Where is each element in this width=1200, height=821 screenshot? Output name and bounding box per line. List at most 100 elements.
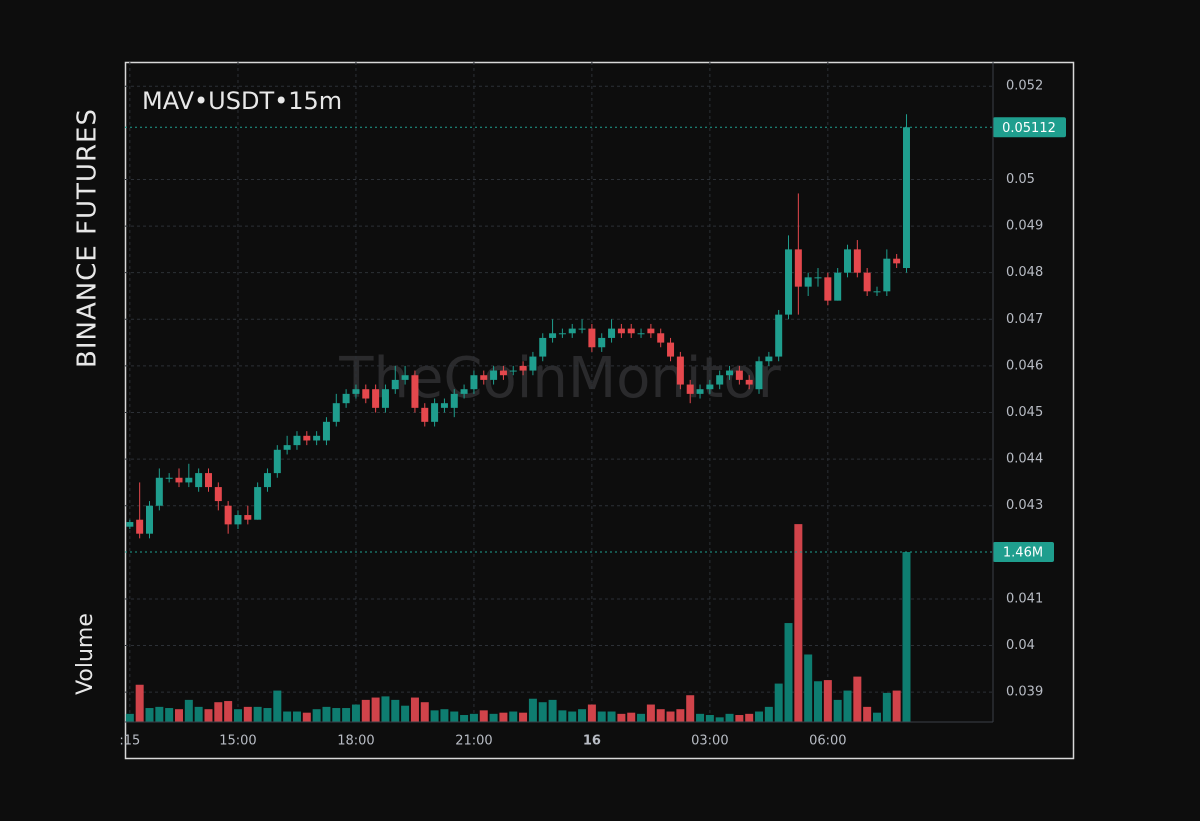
- candle-body: [667, 342, 675, 357]
- candle-body: [509, 370, 517, 372]
- candle-body: [834, 272, 842, 301]
- chart-title: MAV•USDT•15m: [142, 87, 342, 115]
- volume-bar: [125, 713, 134, 722]
- volume-bar: [696, 713, 705, 722]
- volume-bar: [410, 697, 419, 722]
- volume-bar: [381, 696, 390, 722]
- volume-bar: [214, 702, 223, 722]
- candle-body: [726, 370, 734, 376]
- volume-bar: [705, 715, 714, 722]
- volume-bar: [843, 690, 852, 722]
- chart-frame: [124, 61, 1075, 760]
- volume-bar: [184, 699, 193, 722]
- candle-body: [706, 384, 714, 390]
- volume-bar: [361, 699, 370, 722]
- candle-body: [794, 249, 802, 287]
- candle-body: [460, 389, 468, 394]
- candle-body: [381, 389, 389, 408]
- candle-body: [844, 249, 852, 273]
- volume-bar: [292, 711, 301, 722]
- volume-bar: [204, 709, 213, 722]
- candle-body: [863, 272, 871, 292]
- candle-body: [342, 393, 350, 404]
- candle-body: [126, 522, 134, 527]
- candle-body: [647, 328, 655, 334]
- candle-body: [686, 384, 694, 394]
- candle-body: [627, 328, 635, 334]
- volume-bar: [391, 699, 400, 722]
- x-tick-label: 15:00: [219, 734, 256, 749]
- candle-body: [244, 515, 252, 520]
- volume-bar: [872, 712, 881, 722]
- volume-bar: [165, 708, 174, 722]
- volume-bar: [450, 711, 459, 722]
- volume-bar: [430, 710, 439, 722]
- y-tick-label: 0.041: [1006, 591, 1043, 606]
- candle-body: [755, 361, 763, 390]
- y-tick-label: 0.048: [1006, 265, 1043, 280]
- price-label-box: [993, 117, 1066, 138]
- volume-bar: [401, 705, 410, 722]
- volume-bar: [578, 709, 587, 722]
- candle-body: [765, 356, 773, 362]
- candle-body: [313, 435, 321, 441]
- candle-body: [657, 333, 665, 343]
- y-tick-label: 0.049: [1006, 219, 1043, 234]
- volume-bar: [528, 698, 537, 722]
- volume-bar: [332, 708, 341, 722]
- y-tick-label: 0.052: [1006, 79, 1043, 94]
- candle-body: [617, 328, 625, 334]
- candle-body: [352, 389, 360, 394]
- volume-bar: [587, 704, 596, 722]
- candle-body: [470, 375, 478, 390]
- volume-bar: [892, 690, 901, 722]
- volume-bar: [764, 706, 773, 722]
- candle-body: [558, 333, 566, 335]
- volume-bar: [666, 711, 675, 722]
- volume-bar: [312, 709, 321, 722]
- volume-bar: [342, 708, 351, 722]
- volume-bar: [371, 697, 380, 722]
- candle-body: [490, 370, 498, 380]
- candle-body: [421, 407, 429, 422]
- candle-body: [303, 435, 311, 441]
- candle-body: [175, 477, 183, 483]
- volume-bar: [302, 712, 311, 722]
- candle-body: [568, 328, 576, 334]
- volume-bar: [686, 695, 695, 722]
- candle-body: [519, 365, 527, 371]
- volume-bar: [627, 712, 636, 722]
- candle-body: [401, 375, 409, 380]
- candle-body: [499, 370, 507, 376]
- volume-label-box: [993, 542, 1054, 563]
- candle-body: [431, 403, 439, 422]
- candle-body: [362, 389, 370, 399]
- volume-bar: [656, 709, 665, 722]
- candle-body: [902, 127, 910, 269]
- candle-body: [716, 375, 724, 385]
- candle-body: [224, 505, 232, 525]
- volume-bar: [135, 684, 144, 722]
- candle-body: [893, 258, 901, 264]
- candle-body: [637, 333, 645, 335]
- volume-label: Volume: [73, 613, 98, 695]
- volume-bar: [568, 711, 577, 722]
- volume-bar: [833, 699, 842, 722]
- volume-bar: [155, 706, 164, 722]
- volume-bar: [755, 711, 764, 722]
- volume-bar: [745, 713, 754, 722]
- candle-body: [480, 375, 488, 380]
- x-tick-label: 03:00: [691, 734, 728, 749]
- candle-body: [745, 379, 753, 385]
- candle-body: [814, 277, 822, 279]
- candle-body: [696, 389, 704, 394]
- volume-bar: [715, 717, 724, 722]
- volume-value-label: 1.46M: [1003, 546, 1043, 561]
- candle-body: [332, 403, 340, 422]
- candle-body: [676, 356, 684, 385]
- candle-body: [450, 393, 458, 408]
- y-tick-label: 0.045: [1006, 405, 1043, 420]
- x-tick-label: 16: [583, 734, 601, 749]
- volume-bar: [460, 715, 469, 722]
